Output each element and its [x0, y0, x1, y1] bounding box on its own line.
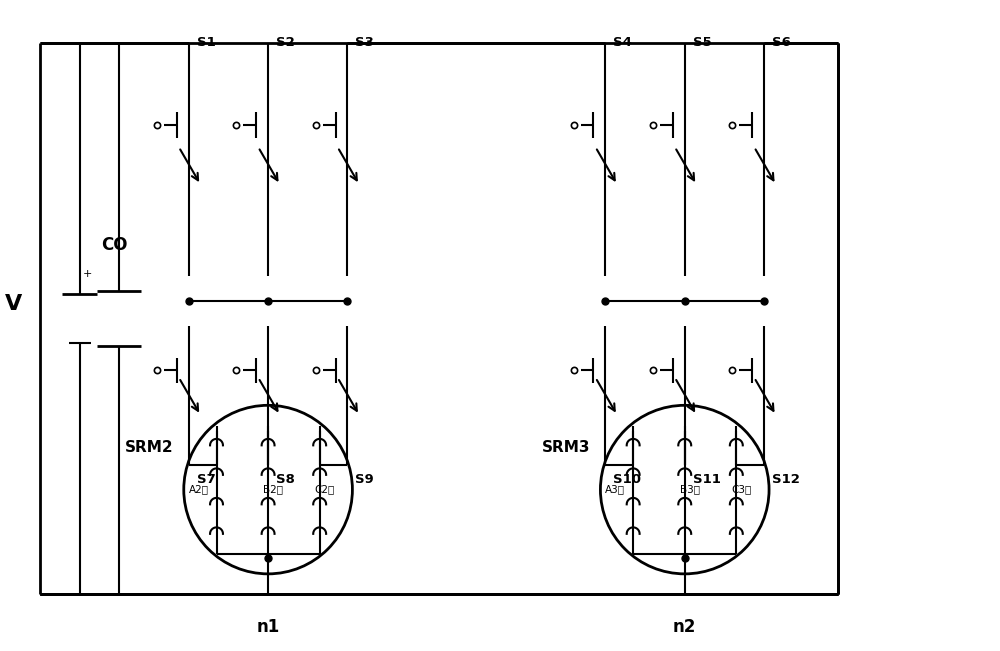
Text: S11: S11: [693, 473, 721, 486]
Text: S8: S8: [276, 473, 295, 486]
Text: SRM3: SRM3: [542, 440, 590, 455]
Text: C3相: C3相: [731, 484, 751, 495]
Text: S10: S10: [613, 473, 641, 486]
Text: n1: n1: [256, 618, 280, 637]
Text: S5: S5: [693, 36, 711, 49]
Text: CO: CO: [101, 236, 128, 254]
Text: S7: S7: [197, 473, 215, 486]
Text: S12: S12: [772, 473, 800, 486]
Text: +: +: [83, 269, 92, 279]
Text: SRM2: SRM2: [125, 440, 174, 455]
Text: S1: S1: [197, 36, 215, 49]
Text: S9: S9: [355, 473, 374, 486]
Text: C2相: C2相: [315, 484, 335, 495]
Text: S3: S3: [355, 36, 374, 49]
Text: V: V: [5, 294, 22, 314]
Text: B3相: B3相: [680, 484, 700, 495]
Text: S2: S2: [276, 36, 295, 49]
Text: S4: S4: [613, 36, 632, 49]
Text: A2相: A2相: [189, 484, 209, 495]
Text: n2: n2: [673, 618, 696, 637]
Text: S6: S6: [772, 36, 791, 49]
Text: A3相: A3相: [605, 484, 625, 495]
Text: B2相: B2相: [263, 484, 283, 495]
